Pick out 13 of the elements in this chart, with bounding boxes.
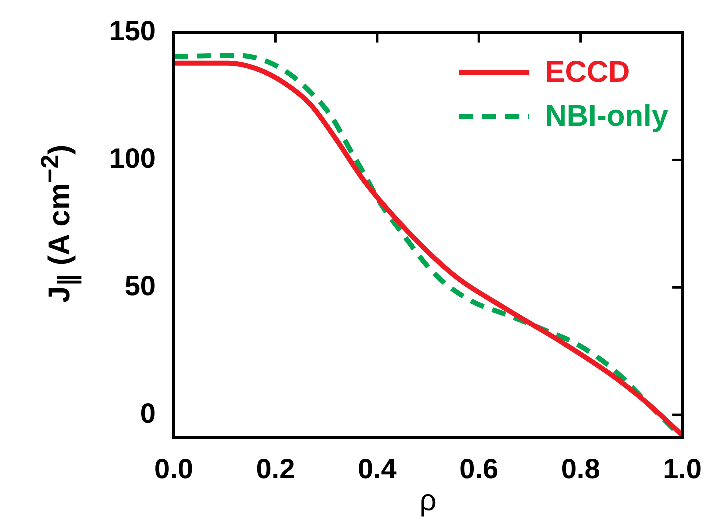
x-tick-label: 0.8 <box>561 454 600 485</box>
y-tick-label: 50 <box>124 270 156 302</box>
x-tick-label: 1.0 <box>663 454 702 485</box>
x-tick-label: 0.4 <box>358 454 398 485</box>
x-tick-label: 0.2 <box>256 454 296 485</box>
legend-label: ECCD <box>545 56 630 90</box>
x-tick-label: 0.6 <box>460 454 499 485</box>
y-tick-label: 0 <box>140 398 156 429</box>
legend-label: NBI-only <box>545 100 669 134</box>
y-tick-label: 100 <box>109 142 156 174</box>
x-tick-label: 0.0 <box>154 454 194 485</box>
y-tick-label: 150 <box>109 16 156 47</box>
x-axis-title: ρ <box>420 484 437 518</box>
